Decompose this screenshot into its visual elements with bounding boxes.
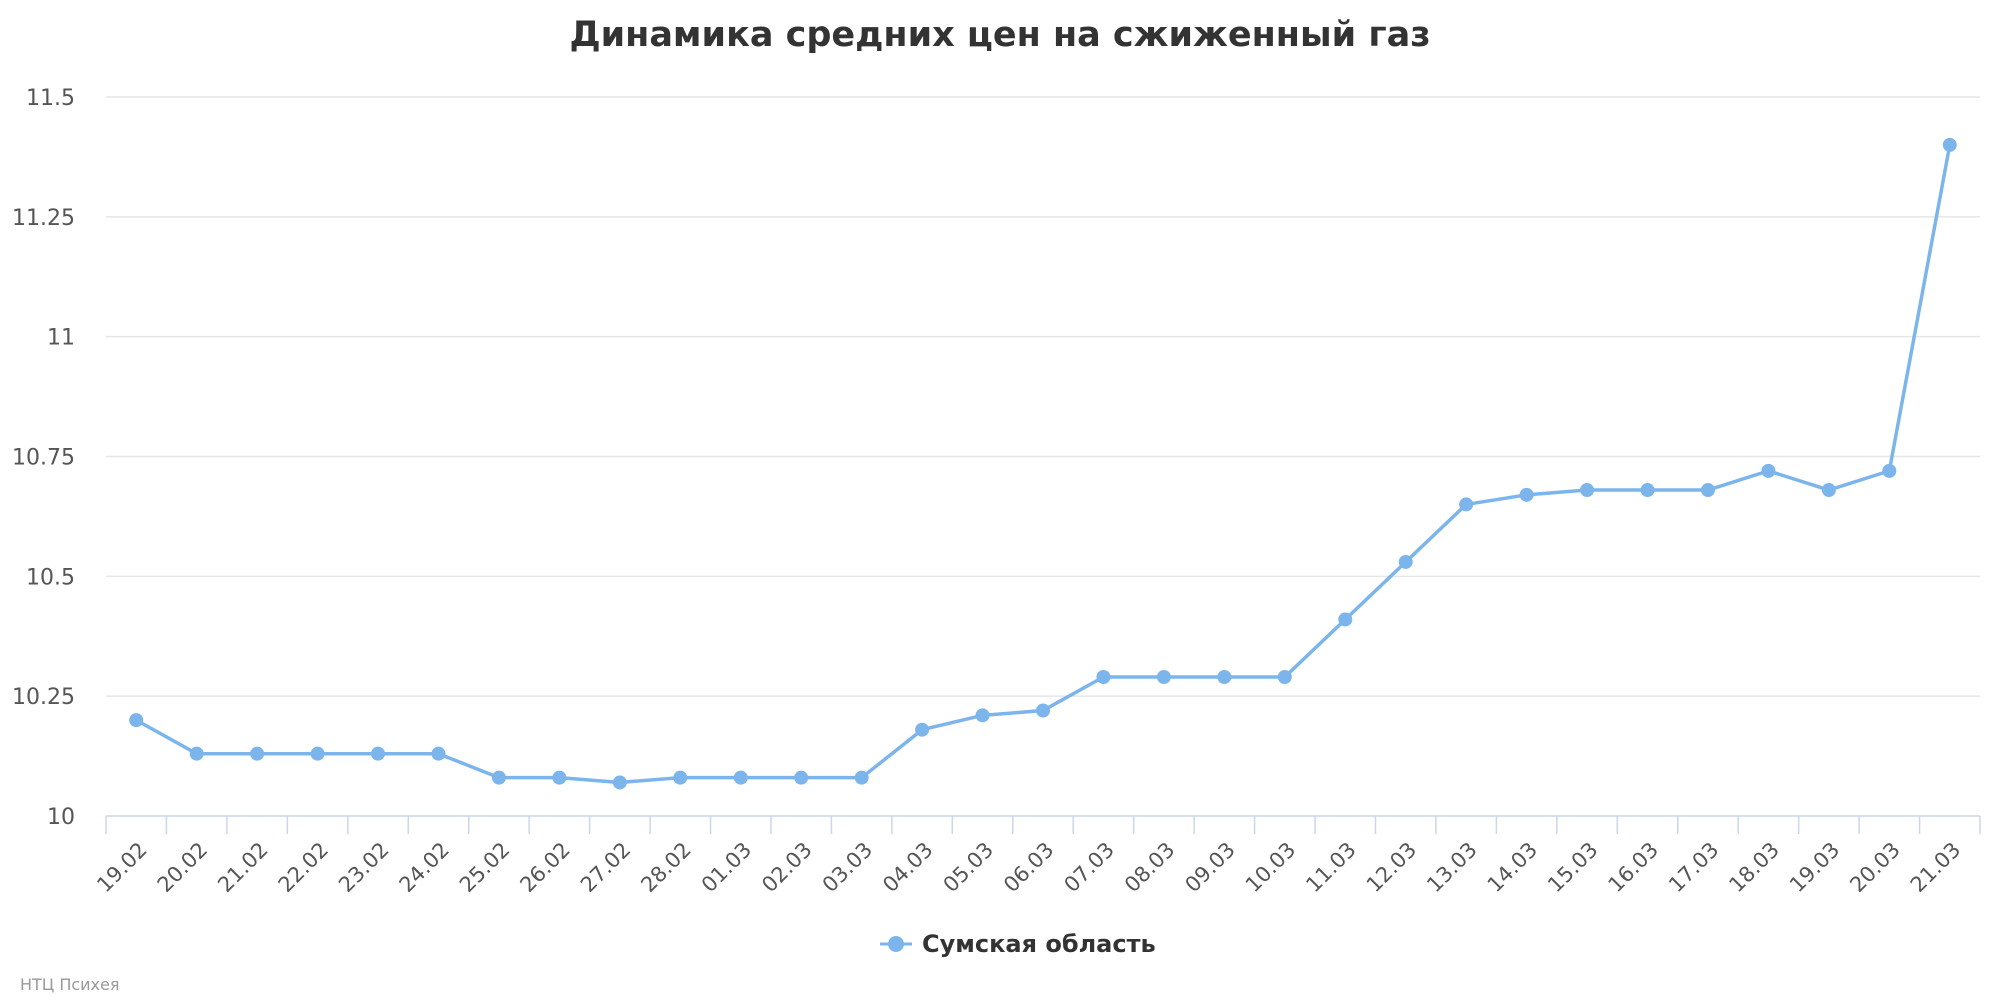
y-axis: 10 10.25 10.5 10.75 11 11.25 11.5	[12, 86, 75, 830]
x-tick-label: 09.03	[1180, 838, 1239, 897]
x-tick-label: 04.03	[878, 838, 937, 897]
x-tick-label: 20.03	[1845, 838, 1904, 897]
data-point[interactable]	[854, 770, 869, 785]
data-point[interactable]	[915, 722, 930, 737]
x-tick-label: 18.03	[1724, 838, 1783, 897]
data-point[interactable]	[250, 746, 265, 761]
x-tick-label: 15.03	[1543, 838, 1602, 897]
grid-layer	[106, 96, 1980, 697]
data-point[interactable]	[673, 770, 688, 785]
data-point[interactable]	[1700, 483, 1715, 498]
data-point[interactable]	[1942, 137, 1957, 152]
x-tick-label: 12.03	[1362, 838, 1421, 897]
data-point[interactable]	[612, 775, 627, 790]
x-tick-label: 20.02	[153, 838, 212, 897]
x-tick-label: 24.02	[395, 838, 454, 897]
x-tick-label: 07.03	[1060, 838, 1119, 897]
data-point[interactable]	[1217, 669, 1232, 684]
x-tick-label: 03.03	[818, 838, 877, 897]
data-point[interactable]	[1338, 612, 1353, 627]
y-tick-label: 10.5	[26, 565, 75, 590]
legend-label: Сумская область	[922, 930, 1156, 958]
data-point[interactable]	[1156, 669, 1171, 684]
data-point[interactable]	[1640, 483, 1655, 498]
x-tick-label: 10.03	[1241, 838, 1300, 897]
y-tick-label: 11.5	[26, 86, 75, 111]
x-axis: 19.02 20.02 21.02 22.02 23.02 24.02 25.02 26.02…	[92, 815, 1981, 897]
y-tick-label: 10.25	[12, 685, 75, 710]
series-line	[135, 144, 1952, 785]
x-tick-label: 19.03	[1785, 838, 1844, 897]
data-point[interactable]	[733, 770, 748, 785]
data-point[interactable]	[552, 770, 567, 785]
data-point[interactable]	[1882, 463, 1897, 478]
y-tick-label: 11	[47, 326, 75, 351]
x-tick-label: 08.03	[1120, 838, 1179, 897]
x-tick-label: 02.03	[757, 838, 816, 897]
x-tick-label: 21.03	[1906, 838, 1965, 897]
x-tick-label: 13.03	[1422, 838, 1481, 897]
data-point[interactable]	[1398, 554, 1413, 569]
legend[interactable]: Сумская область	[880, 930, 1156, 958]
data-point[interactable]	[1519, 487, 1534, 502]
data-point[interactable]	[129, 713, 144, 728]
data-point[interactable]	[1580, 483, 1595, 498]
x-tick-label: 06.03	[999, 838, 1058, 897]
x-tick-label: 22.02	[274, 838, 333, 897]
y-tick-label: 11.25	[12, 206, 75, 231]
chart-title: Динамика средних цен на сжиженный газ	[569, 15, 1430, 55]
x-tick-label: 16.03	[1604, 838, 1663, 897]
x-tick-label: 27.02	[576, 838, 635, 897]
data-point[interactable]	[1096, 669, 1111, 684]
y-tick-label: 10.75	[12, 446, 75, 471]
data-point[interactable]	[491, 770, 506, 785]
x-tick-label: 25.02	[455, 838, 514, 897]
x-tick-label: 17.03	[1664, 838, 1723, 897]
x-tick-label: 26.02	[515, 838, 574, 897]
data-point[interactable]	[431, 746, 446, 761]
data-point[interactable]	[1459, 497, 1474, 512]
data-point[interactable]	[975, 708, 990, 723]
series-layer	[129, 137, 1957, 790]
x-tick-label: 14.03	[1483, 838, 1542, 897]
x-tick-label: 05.03	[939, 838, 998, 897]
x-tick-label: 28.02	[636, 838, 695, 897]
data-point[interactable]	[189, 746, 204, 761]
data-point[interactable]	[1036, 703, 1050, 718]
x-tick-label: 11.03	[1301, 838, 1360, 897]
x-tick-label: 19.02	[92, 838, 151, 897]
x-tick-label: 01.03	[697, 838, 756, 897]
x-tick-label: 23.02	[334, 838, 393, 897]
data-point[interactable]	[371, 746, 386, 761]
data-point[interactable]	[794, 770, 809, 785]
data-point[interactable]	[1277, 669, 1292, 684]
chart-credit[interactable]: НТЦ Психея	[20, 975, 119, 994]
y-tick-label: 10	[47, 805, 75, 830]
data-point[interactable]	[1761, 463, 1776, 478]
legend-dot-marker	[888, 936, 904, 952]
data-point[interactable]	[310, 746, 325, 761]
x-tick-label: 21.02	[213, 838, 272, 897]
data-point[interactable]	[1821, 483, 1836, 498]
